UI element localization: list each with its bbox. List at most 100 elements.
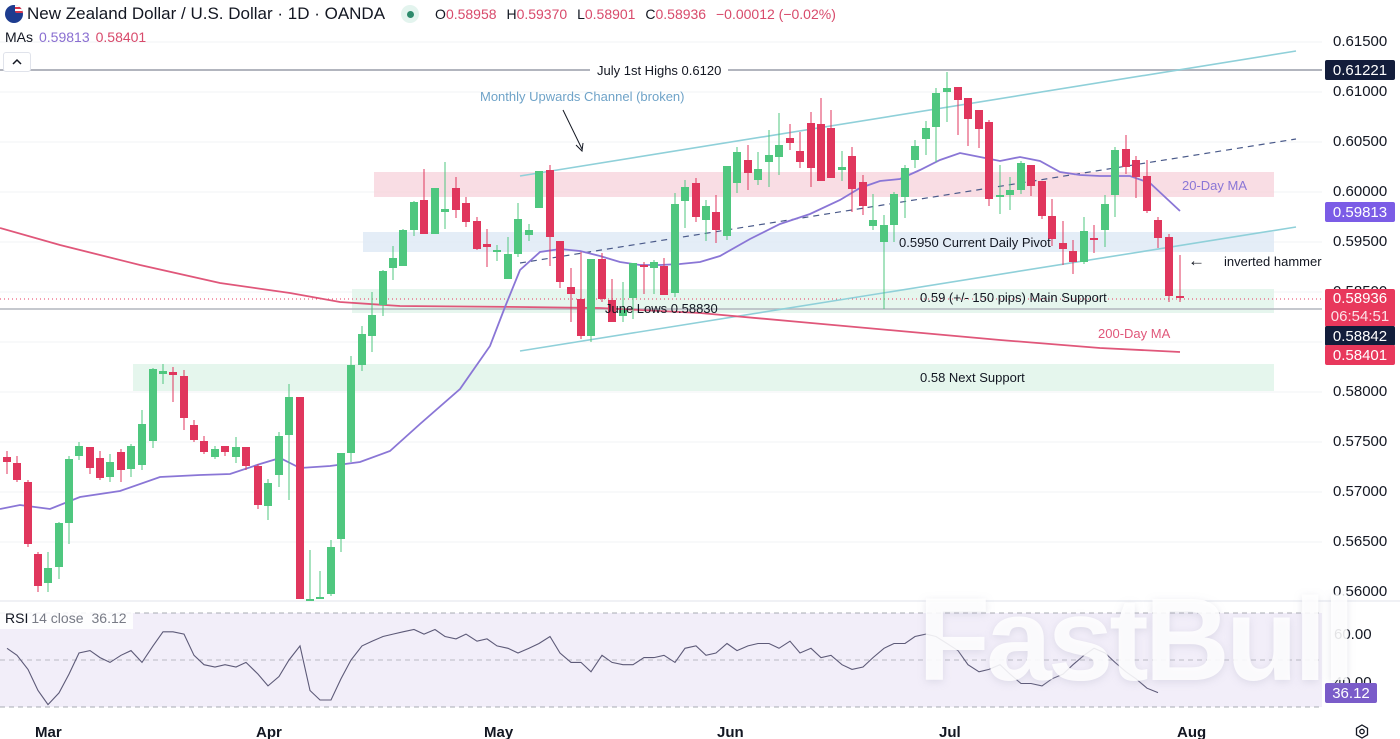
bullish-candle[interactable] [1111, 150, 1119, 195]
bearish-candle[interactable] [13, 463, 21, 480]
rsi-line[interactable] [6, 628, 1159, 706]
bearish-candle[interactable] [473, 221, 481, 249]
ma200-line[interactable] [0, 227, 1181, 353]
bearish-candle[interactable] [296, 397, 304, 599]
bullish-candle[interactable] [504, 254, 512, 279]
market-status-icon[interactable] [401, 5, 420, 23]
bearish-candle[interactable] [556, 241, 564, 282]
bearish-candle[interactable] [577, 299, 585, 336]
bearish-candle[interactable] [86, 447, 94, 468]
bullish-candle[interactable] [358, 334, 366, 365]
bearish-candle[interactable] [859, 182, 867, 206]
bullish-candle[interactable] [159, 371, 167, 374]
bearish-candle[interactable] [975, 110, 983, 129]
bearish-candle[interactable] [452, 188, 460, 210]
bullish-candle[interactable] [723, 166, 731, 236]
bullish-candle[interactable] [932, 93, 940, 127]
bearish-candle[interactable] [608, 300, 616, 322]
bearish-candle[interactable] [567, 287, 575, 294]
bullish-candle[interactable] [44, 568, 52, 583]
bullish-candle[interactable] [869, 220, 877, 226]
bearish-candle[interactable] [796, 151, 804, 162]
bullish-candle[interactable] [525, 230, 533, 235]
bullish-candle[interactable] [327, 547, 335, 594]
bullish-candle[interactable] [681, 187, 689, 201]
bearish-candle[interactable] [598, 259, 606, 299]
bearish-candle[interactable] [712, 212, 720, 230]
bearish-candle[interactable] [964, 98, 972, 119]
bullish-candle[interactable] [587, 259, 595, 336]
bullish-candle[interactable] [733, 152, 741, 183]
bearish-candle[interactable] [660, 266, 668, 295]
bullish-candle[interactable] [671, 204, 679, 293]
bearish-candle[interactable] [200, 441, 208, 452]
bearish-candle[interactable] [24, 482, 32, 544]
bearish-candle[interactable] [242, 447, 250, 466]
bearish-candle[interactable] [1165, 237, 1173, 296]
bullish-candle[interactable] [306, 599, 314, 601]
bearish-candle[interactable] [640, 265, 648, 267]
bearish-candle[interactable] [954, 87, 962, 100]
bullish-candle[interactable] [275, 436, 283, 475]
bullish-candle[interactable] [775, 145, 783, 157]
bullish-candle[interactable] [619, 310, 627, 316]
bearish-candle[interactable] [1176, 296, 1184, 298]
bullish-candle[interactable] [368, 315, 376, 336]
bullish-candle[interactable] [880, 225, 888, 242]
symbol-title[interactable]: New Zealand Dollar / U.S. Dollar · 1D · … [27, 4, 386, 23]
bearish-candle[interactable] [807, 123, 815, 168]
bullish-candle[interactable] [138, 424, 146, 465]
bullish-candle[interactable] [702, 206, 710, 220]
bearish-candle[interactable] [817, 124, 825, 181]
bearish-candle[interactable] [546, 170, 554, 237]
bullish-candle[interactable] [1101, 204, 1109, 230]
bullish-candle[interactable] [535, 171, 543, 208]
bullish-candle[interactable] [379, 271, 387, 305]
bullish-candle[interactable] [901, 168, 909, 197]
collapse-legend-button[interactable] [3, 52, 31, 72]
bearish-candle[interactable] [744, 160, 752, 173]
bullish-candle[interactable] [285, 397, 293, 435]
bullish-candle[interactable] [149, 369, 157, 441]
bullish-candle[interactable] [754, 169, 762, 180]
bullish-candle[interactable] [55, 523, 63, 567]
bearish-candle[interactable] [1090, 238, 1098, 240]
bullish-candle[interactable] [838, 167, 846, 170]
bearish-candle[interactable] [3, 457, 11, 462]
channel-midline[interactable] [519, 138, 1297, 264]
bullish-candle[interactable] [316, 597, 324, 599]
bullish-candle[interactable] [922, 128, 930, 139]
bullish-candle[interactable] [399, 230, 407, 266]
bearish-candle[interactable] [786, 138, 794, 143]
bullish-candle[interactable] [127, 446, 135, 469]
bearish-candle[interactable] [420, 200, 428, 234]
bearish-candle[interactable] [254, 466, 262, 505]
bearish-candle[interactable] [1154, 220, 1162, 238]
bullish-candle[interactable] [410, 202, 418, 230]
bullish-candle[interactable] [211, 449, 219, 457]
ma-legend[interactable]: MAs 0.59813 0.58401 [5, 29, 146, 45]
bearish-candle[interactable] [1143, 176, 1151, 211]
bullish-candle[interactable] [493, 250, 501, 252]
bullish-candle[interactable] [347, 365, 355, 453]
bearish-candle[interactable] [827, 128, 835, 178]
bullish-candle[interactable] [650, 262, 658, 268]
bearish-candle[interactable] [180, 376, 188, 418]
bearish-candle[interactable] [1132, 160, 1140, 177]
bearish-candle[interactable] [483, 244, 491, 247]
bullish-candle[interactable] [943, 88, 951, 92]
bearish-candle[interactable] [1059, 243, 1067, 249]
bullish-candle[interactable] [75, 446, 83, 456]
bearish-candle[interactable] [1048, 216, 1056, 239]
bearish-candle[interactable] [985, 122, 993, 199]
bearish-candle[interactable] [221, 446, 229, 452]
bullish-candle[interactable] [1006, 190, 1014, 195]
settings-gear-icon[interactable] [1352, 722, 1372, 739]
bullish-candle[interactable] [389, 258, 397, 268]
bearish-candle[interactable] [169, 372, 177, 375]
bullish-candle[interactable] [911, 146, 919, 160]
bearish-candle[interactable] [96, 458, 104, 478]
bearish-candle[interactable] [1038, 181, 1046, 216]
bullish-candle[interactable] [264, 483, 272, 506]
